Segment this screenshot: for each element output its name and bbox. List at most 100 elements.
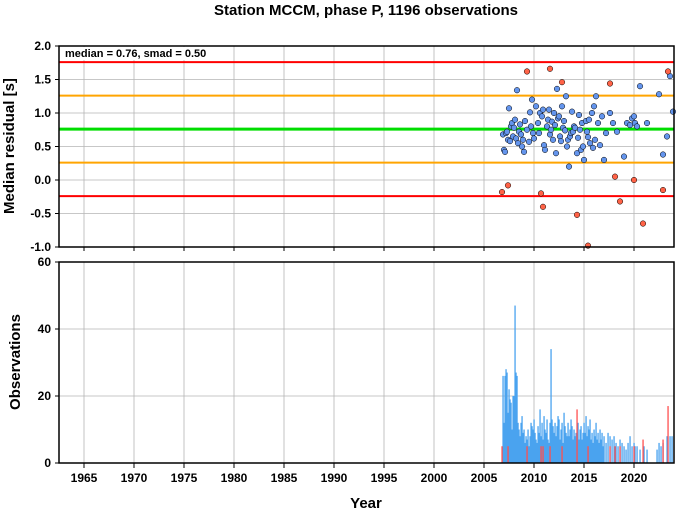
scatter-point-s0-27 (528, 96, 536, 103)
scatter-point-s1-10 (611, 173, 619, 180)
scatter-point-s0-69 (575, 111, 583, 119)
bottom-xtick-label-7: 2000 (421, 471, 448, 485)
bar-s0-18 (520, 422, 522, 463)
scatter-point-s0-14 (513, 87, 521, 94)
bar-s0-26 (528, 446, 530, 463)
scatter-point-s0-81 (589, 144, 597, 151)
bar-s0-33 (535, 439, 537, 463)
scatter-point-s0-23 (523, 126, 531, 133)
scatter-point-s0-100 (636, 83, 644, 90)
top-ytick-label-6: 2.0 (34, 39, 51, 53)
scatter-point-s0-63 (568, 108, 576, 115)
bar-s0-123 (658, 442, 660, 463)
bottom-xtick-label-4: 1985 (271, 471, 298, 485)
bar-s0-11 (513, 396, 515, 463)
bar-s0-105 (611, 439, 613, 463)
scatter-point-s0-40 (545, 106, 553, 113)
scatter-point-s0-6 (505, 105, 513, 112)
bar-s0-45 (547, 439, 549, 463)
bar-s0-94 (596, 439, 598, 463)
scatter-point-s1-13 (639, 220, 647, 227)
bar-s0-32 (534, 432, 536, 463)
bar-s0-120 (643, 446, 645, 463)
bar-s1-7 (576, 409, 578, 463)
scatter-point-s0-106 (669, 108, 677, 115)
bar-s0-117 (634, 446, 636, 463)
scatter-point-s0-102 (655, 91, 663, 98)
bar-s0-85 (587, 426, 589, 463)
scatter-point-s0-99 (633, 123, 641, 130)
bar-s0-54 (556, 426, 558, 463)
scatter-point-s1-7 (573, 211, 581, 218)
scatter-point-s0-97 (630, 113, 638, 120)
bar-s0-4 (506, 372, 508, 463)
bottom-xtick-label-6: 1995 (371, 471, 398, 485)
bar-s0-113 (627, 442, 629, 463)
scatter-point-s0-38 (543, 123, 551, 130)
median-smad-annotation: median = 0.76, smad = 0.50 (65, 48, 206, 60)
bar-s0-86 (588, 429, 590, 463)
top-y-tick-labels: -1.0 -0.5 0.0 0.5 1.0 1.5 2.0 (30, 39, 59, 254)
bar-s0-30 (532, 429, 534, 463)
top-reference-lines (59, 61, 674, 198)
scatter-point-s1-3 (537, 190, 545, 197)
top-ytick-label-1: -0.5 (30, 207, 51, 221)
bottom-ytick-label-1: 20 (38, 389, 52, 403)
bar-s0-43 (545, 432, 547, 463)
scatter-point-s0-82 (590, 103, 598, 110)
scatter-point-s0-28 (529, 130, 537, 137)
bottom-bars (501, 305, 673, 463)
bar-s0-49 (551, 419, 553, 463)
bar-s0-67 (569, 429, 571, 463)
bar-s0-8 (510, 402, 512, 463)
scatter-point-s0-52 (557, 138, 565, 145)
scatter-point-s0-87 (598, 113, 606, 120)
bar-s0-25 (527, 429, 529, 463)
scatter-point-s1-15 (664, 68, 672, 75)
bar-s0-9 (511, 429, 513, 463)
bar-s0-107 (615, 442, 617, 463)
bar-s0-51 (553, 432, 555, 463)
bar-s0-53 (555, 436, 557, 463)
bar-s0-14 (516, 375, 518, 463)
bar-s0-106 (613, 436, 615, 463)
scatter-point-s0-84 (592, 93, 600, 100)
bar-s0-47 (549, 422, 551, 463)
scatter-point-s0-30 (532, 103, 540, 110)
bar-s0-17 (519, 436, 521, 463)
scatter-point-s0-85 (594, 120, 602, 127)
scatter-point-s0-47 (552, 150, 560, 157)
scatter-point-s0-55 (560, 117, 568, 125)
scatter-point-s0-45 (550, 109, 558, 117)
bar-s0-72 (574, 436, 576, 463)
top-ytick-label-2: 0.0 (34, 173, 51, 187)
scatter-point-s0-89 (602, 130, 610, 137)
bar-s0-68 (570, 419, 572, 463)
bar-s0-55 (557, 416, 559, 463)
bar-s0-61 (563, 412, 565, 463)
bar-s0-5 (507, 412, 509, 463)
scatter-point-s0-22 (521, 117, 529, 125)
bar-s1-10 (614, 446, 616, 463)
scatter-point-s0-37 (541, 146, 549, 153)
bar-s0-70 (572, 439, 574, 463)
bar-s0-119 (639, 449, 641, 463)
bottom-xtick-label-3: 1980 (221, 471, 248, 485)
bar-s0-84 (586, 436, 588, 463)
bar-s0-64 (566, 436, 568, 463)
bottom-xtick-label-9: 2010 (521, 471, 548, 485)
scatter-point-s0-31 (534, 120, 542, 127)
bar-s0-87 (589, 419, 591, 463)
bar-s1-8 (587, 446, 589, 463)
bar-s0-28 (530, 422, 532, 463)
bar-s1-11 (619, 446, 621, 463)
scatter-point-s1-2 (523, 68, 531, 75)
bar-s0-114 (629, 436, 631, 463)
scatter-point-s0-83 (591, 136, 599, 143)
bar-s1-3 (540, 446, 542, 463)
scatter-point-s1-0 (498, 189, 506, 196)
scatter-point-s0-90 (606, 109, 614, 117)
scatter-point-s0-70 (576, 126, 584, 133)
bar-s0-83 (585, 416, 587, 463)
scatter-point-s0-7 (506, 138, 514, 145)
